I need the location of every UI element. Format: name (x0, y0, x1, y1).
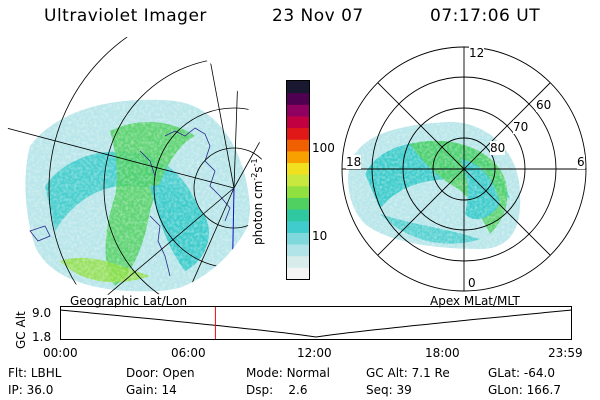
colorbar-band (287, 127, 309, 140)
colorbar-band (287, 197, 309, 210)
instrument-title: Ultraviolet Imager (44, 6, 207, 26)
xtick-0000: 00:00 (43, 346, 78, 360)
altitude-plot-frame (60, 306, 572, 340)
altitude-plot (60, 306, 572, 340)
altitude-ytick-bottom: 1.8 (32, 330, 52, 344)
colorbar-tick-10: 10 (312, 229, 328, 243)
colorbar-band (287, 185, 309, 198)
apex-caption: Apex MLat/MLT (430, 294, 520, 308)
polar-grid (341, 46, 587, 292)
colorbar-band (287, 150, 309, 164)
mlt-label-0: 0 (468, 276, 476, 290)
geographic-caption: Geographic Lat/Lon (70, 294, 188, 308)
colorbar-band (287, 174, 309, 187)
altitude-ylabel: GC Alt (14, 311, 28, 349)
colorbar-band (287, 162, 309, 175)
info-filter: Flt: LBHL (8, 366, 62, 380)
info-glat: GLat: -64.0 (488, 366, 555, 380)
colorbar-band (287, 244, 309, 257)
colorbar-band (287, 81, 309, 94)
mlat-label-70: 70 (513, 120, 529, 134)
colorbar-unit-label: photon cm-2s-1 (250, 158, 265, 245)
xtick-1200: 12:00 (297, 346, 332, 360)
info-mode: Mode: Normal (246, 366, 330, 380)
mlt-label-18: 18 (346, 155, 362, 169)
info-dsp: Dsp: 2.6 (246, 383, 308, 397)
colorbar-gradient (287, 81, 309, 279)
colorbar-band (287, 220, 309, 233)
colorbar-band (287, 232, 309, 245)
info-gc-alt: GC Alt: 7.1 Re (366, 366, 450, 380)
colorbar-band (287, 209, 309, 222)
info-glon: GLon: 166.7 (488, 383, 561, 397)
info-door: Door: Open (126, 366, 195, 380)
colorbar-band (287, 104, 309, 117)
mlat-label-80: 80 (490, 141, 506, 155)
xtick-1800: 18:00 (425, 346, 460, 360)
altitude-ytick-top: 9.0 (32, 306, 52, 320)
mlat-label-60: 60 (536, 98, 552, 112)
colorbar-band (287, 92, 309, 105)
mlt-label-6: 6 (577, 155, 585, 169)
colorbar (286, 80, 310, 280)
info-seq: Seq: 39 (366, 383, 412, 397)
xtick-2359: 23:59 (548, 346, 583, 360)
polar-mlt-map (341, 46, 587, 292)
colorbar-tick-100: 100 (312, 141, 335, 155)
info-ip: IP: 36.0 (8, 383, 54, 397)
colorbar-band (287, 267, 309, 279)
mlt-label-12: 12 (469, 46, 485, 60)
colorbar-band (287, 255, 309, 268)
info-gain: Gain: 14 (126, 383, 177, 397)
xtick-0600: 06:00 (171, 346, 206, 360)
auroral-emission-geo (2, 37, 262, 297)
colorbar-band (287, 139, 309, 152)
date-label: 23 Nov 07 (272, 6, 364, 26)
geographic-map (2, 37, 262, 297)
colorbar-band (287, 115, 309, 129)
time-label: 07:17:06 UT (430, 6, 541, 26)
altitude-curve (60, 309, 572, 338)
